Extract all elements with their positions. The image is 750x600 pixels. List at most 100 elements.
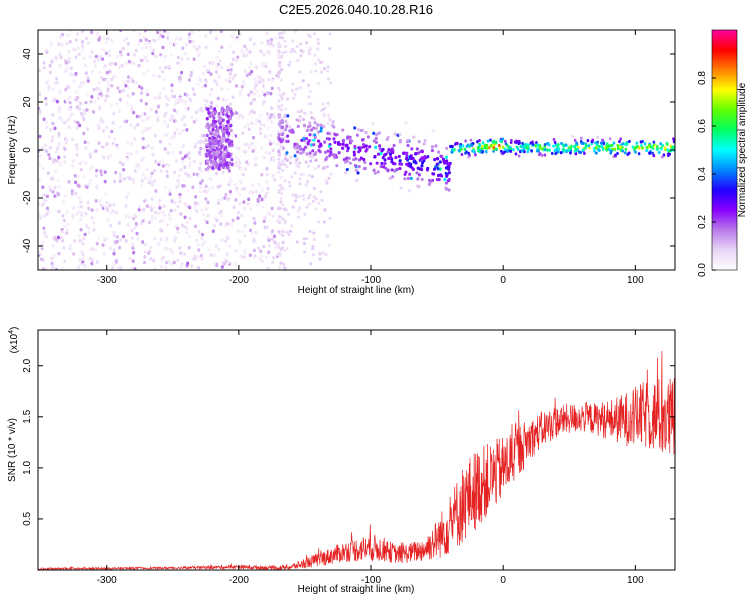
spectrogram-cell <box>372 131 376 135</box>
spectrogram-cell <box>559 151 563 155</box>
spectrogram-cell <box>167 259 171 264</box>
spectrogram-cell <box>221 97 225 102</box>
spectrogram-cell <box>278 265 282 269</box>
spectrogram-cell <box>49 188 53 193</box>
spectrogram-cell <box>312 126 316 130</box>
spectrogram-cell <box>308 151 312 155</box>
spectrogram-cell <box>78 262 82 267</box>
spectrogram-cell <box>196 255 200 259</box>
spectrogram-cell <box>150 180 154 184</box>
spectrogram-cell <box>373 155 377 159</box>
spectrogram-cell <box>440 154 444 159</box>
spectrogram-cell <box>240 187 244 191</box>
spectrogram-cell <box>229 128 233 133</box>
spectrogram-cell <box>540 147 544 151</box>
spectrogram-cell <box>301 79 305 83</box>
snr-y-label: SNR (10 * v/v) <box>7 418 18 482</box>
y-tick-label: 20 <box>22 96 33 108</box>
spectrogram-cell <box>376 170 380 174</box>
spectrogram-cell <box>86 141 90 145</box>
spectrogram-cell <box>337 151 341 155</box>
spectrogram-cell <box>67 107 71 111</box>
spectrogram-cell <box>277 41 281 45</box>
spectrogram-cell <box>264 64 268 69</box>
spectrogram-cell <box>164 246 168 251</box>
spectrogram-cell <box>104 51 108 56</box>
spectrogram-cell <box>209 30 213 34</box>
spectrogram-cell <box>217 198 221 203</box>
spectrogram-cell <box>310 133 314 137</box>
spectrogram-cell <box>228 180 232 184</box>
spectrogram-cell <box>277 88 281 92</box>
spectrogram-cell <box>254 65 258 69</box>
spectrogram-cell <box>95 168 99 173</box>
spectrogram-cell <box>220 106 224 111</box>
spectrogram-cell <box>481 149 485 154</box>
snr-background <box>38 330 675 570</box>
spectrogram-cell <box>277 104 281 108</box>
spectrogram-cell <box>225 154 229 159</box>
spectrogram-cell <box>302 242 306 246</box>
spectrogram-cell <box>54 55 58 59</box>
spectrogram-cell <box>193 254 197 259</box>
spectrogram-cell <box>575 141 578 145</box>
spectrogram-cell <box>201 71 205 76</box>
spectrogram-cell <box>41 166 45 170</box>
spectrogram-cell <box>249 90 253 94</box>
spectrogram-cell <box>176 55 180 60</box>
spectrogram-cell <box>61 229 65 234</box>
spectrogram-cell <box>158 66 162 70</box>
spectrogram-cell <box>112 137 116 141</box>
spectrogram-cell <box>254 83 258 87</box>
spectrogram-cell <box>243 249 247 253</box>
spectrogram-cell <box>608 144 611 148</box>
spectrogram-cell <box>199 169 203 173</box>
spectrogram-cell <box>131 242 135 247</box>
spectrogram-cell <box>304 136 308 141</box>
spectrogram-cell <box>380 161 384 166</box>
spectrogram-cell <box>38 134 42 139</box>
spectrogram-cell <box>265 191 269 195</box>
spectrogram-cell <box>107 83 111 87</box>
spectrogram-cell <box>112 233 116 238</box>
spectrogram-cell <box>187 156 191 161</box>
spectrogram-cell <box>90 261 94 266</box>
spectrogram-cell <box>64 194 68 198</box>
spectrogram-cell <box>258 127 262 131</box>
spectrogram-cell <box>105 79 109 83</box>
spectrogram-cell <box>195 118 199 122</box>
spectrogram-cell <box>212 116 216 120</box>
spectrogram-cell <box>282 162 286 166</box>
spectrogram-cell <box>341 138 345 143</box>
spectrogram-cell <box>181 128 185 133</box>
spectrogram-cell <box>71 164 75 168</box>
spectrogram-cell <box>326 122 330 126</box>
spectrogram-cell <box>236 188 240 192</box>
spectrogram-cell <box>81 30 85 33</box>
spectrogram-cell <box>195 47 199 52</box>
spectrogram-cell <box>73 119 77 124</box>
spectrogram-cell <box>196 242 200 247</box>
spectrogram-cell <box>53 194 57 198</box>
spectrogram-cell <box>230 111 234 116</box>
spectrogram-cell <box>326 65 330 69</box>
spectrogram-cell <box>75 212 79 216</box>
spectrogram-cell <box>246 202 250 206</box>
spectrogram-cell <box>399 186 403 190</box>
spectrogram-cell <box>154 159 158 164</box>
spectrogram-cell <box>377 152 381 156</box>
spectrogram-cell <box>111 266 115 270</box>
spectrogram-cell <box>409 176 413 180</box>
spectrogram-cell <box>69 243 73 248</box>
spectrogram-cell <box>227 169 231 173</box>
spectrogram-cell <box>326 69 330 73</box>
spectrogram-cell <box>388 176 392 180</box>
spectrogram-cell <box>129 123 133 127</box>
spectrogram-cell <box>316 38 320 42</box>
spectrogram-cell <box>224 78 228 83</box>
spectrogram-cell <box>246 123 250 127</box>
spectrogram-cell <box>405 157 409 161</box>
spectrogram-cell <box>314 197 318 201</box>
spectrogram-cell <box>143 260 147 265</box>
